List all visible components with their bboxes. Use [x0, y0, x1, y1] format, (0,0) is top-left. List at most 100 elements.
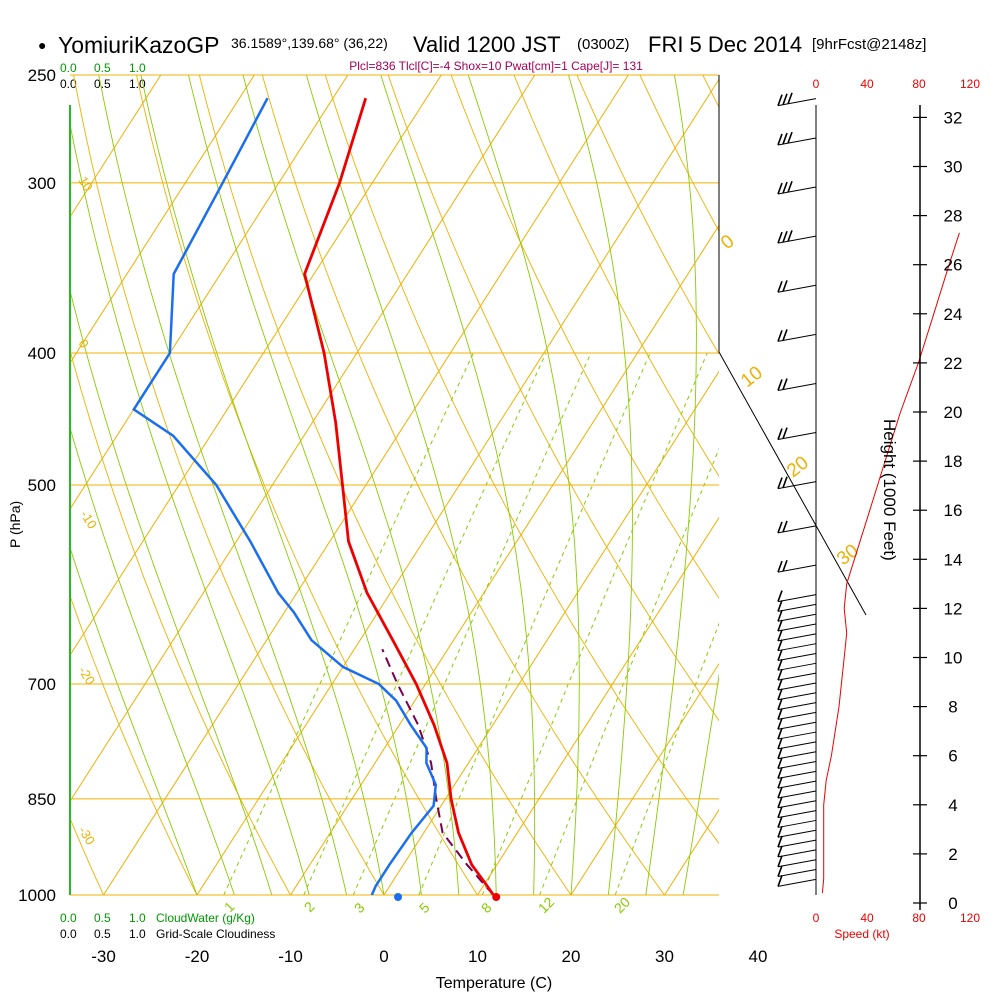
bottom-cl-0: 0.0 [60, 927, 77, 941]
moist-adiabat-label: 30 [833, 540, 863, 570]
dry-adiabat-line [639, 75, 719, 233]
moist-adiabat-line [188, 75, 422, 895]
plot-boundary [718, 75, 867, 616]
pressure-tick-label: 500 [28, 476, 56, 495]
height-tick-label: 18 [944, 452, 963, 471]
moist-adiabat-line [682, 672, 719, 895]
moist-adiabat-line [380, 75, 536, 895]
isotherm-line [852, 75, 1000, 895]
wind-barb [777, 757, 817, 770]
station-location: 36.1589°,139.68° (36,22) [231, 35, 388, 51]
wind-barb [777, 806, 817, 819]
bottom-ws-label: Speed (kt) [834, 927, 889, 941]
wind-barb [777, 688, 817, 701]
height-tick-label: 20 [944, 403, 963, 422]
wind-barb [777, 559, 817, 573]
pressure-tick-label: 400 [28, 344, 56, 363]
mixing-ratio-label: 12 [535, 894, 557, 916]
height-tick-label: 32 [944, 108, 963, 127]
height-tick-label: 0 [948, 894, 957, 913]
moist-adiabat-line [305, 75, 497, 895]
mixing-ratio-label: 8 [478, 899, 495, 916]
top-cloudiness-scale: 0.0 0.5 1.0 [60, 77, 146, 91]
bottom-ws-2: 80 [912, 911, 926, 925]
dry-adiabat-line [513, 75, 719, 478]
wind-barb [777, 659, 817, 671]
moist-adiabat-label: 10 [737, 362, 767, 392]
wind-barb [777, 649, 817, 661]
top-cw-1: 0.5 [94, 61, 111, 75]
pressure-tick-label: 700 [28, 675, 56, 694]
temperature-tick-label: 20 [562, 947, 581, 966]
height-tick-label: 28 [944, 207, 963, 226]
temperature-tick-label: 30 [655, 947, 674, 966]
top-ws-0: 0 [813, 77, 820, 91]
bottom-cloud-water-scale: 0.0 0.5 1.0 CloudWater (g/Kg) [60, 911, 255, 925]
top-ws-3: 120 [960, 77, 980, 91]
dewpoint-profile-line [132, 97, 438, 895]
bottom-cloudiness-scale: 0.0 0.5 1.0 Grid-Scale Cloudiness [60, 927, 275, 941]
pressure-tick-label: 1000 [18, 886, 56, 905]
wind-barb [777, 92, 817, 107]
wind-barb [777, 865, 817, 878]
valid-utc: (0300Z) [577, 36, 630, 53]
dry-adiabat-line [815, 51, 1000, 924]
bottom-wind-speed-scale: 0 40 80 120 Speed (kt) [813, 911, 981, 941]
bottom-ws-1: 40 [860, 911, 874, 925]
dry-adiabat-line [324, 75, 719, 845]
wind-barb [777, 131, 817, 146]
bottom-cl-2: 1.0 [129, 927, 146, 941]
wind-barb [777, 280, 817, 293]
parcel-path-line [381, 648, 495, 895]
wind-barb [777, 786, 817, 799]
height-tick-label: 4 [948, 796, 957, 815]
thermo-grid [70, 51, 1000, 924]
wind-barb [777, 378, 817, 391]
isotherm-label: -30 [75, 824, 98, 848]
bottom-cw-2: 1.0 [129, 911, 146, 925]
surface-dewpoint-marker [394, 893, 403, 901]
dry-adiabat-line [73, 75, 385, 895]
wind-barbs [777, 92, 817, 887]
height-axis-label: Height (1000 Feet) [880, 419, 899, 561]
mixing-ratio-line [418, 352, 651, 895]
wind-barb [777, 476, 817, 490]
dry-adiabat-line [70, 594, 198, 895]
wind-barb [777, 727, 817, 740]
dry-adiabat-line [940, 51, 1000, 924]
header-bullet: ● [38, 37, 46, 53]
moist-adiabat-line [721, 75, 859, 895]
bottom-cw-label: CloudWater (g/Kg) [156, 911, 255, 925]
mixing-ratio-line [352, 352, 592, 895]
pressure-axis: 250 300 400 500 700 850 1000 [18, 66, 56, 905]
moist-adiabat-label: 20 [783, 452, 813, 482]
profiles [132, 97, 495, 895]
moist-adiabat-line [70, 122, 310, 895]
valid-time: Valid 1200 JST [413, 32, 561, 57]
moist-adiabat-line [70, 546, 198, 895]
wind-barb [777, 629, 817, 642]
wind-barb [777, 678, 817, 691]
mixing-ratio-line [481, 352, 708, 895]
moist-adiabat-line [645, 75, 697, 895]
wind-barb [777, 717, 817, 730]
station-name: YomiuriKazoGP [58, 32, 220, 58]
pressure-axis-label: P (hPa) [7, 501, 23, 548]
pressure-tick-label: 250 [28, 66, 56, 85]
height-tick-label: 24 [944, 305, 963, 324]
height-tick-label: 14 [944, 550, 963, 569]
wind-barb [777, 776, 817, 789]
height-tick-label: 12 [944, 599, 963, 618]
wind-barb [777, 875, 817, 887]
isotherm-label: 10 [75, 174, 95, 194]
height-tick-label: 6 [948, 747, 957, 766]
moist-adiabat-line [242, 75, 460, 895]
forecast-label: [9hrFcst@2148z] [812, 36, 926, 53]
height-tick-label: 8 [948, 698, 957, 717]
temperature-tick-label: 10 [468, 947, 487, 966]
mixing-ratio-line [303, 352, 547, 895]
temperature-tick-label: -10 [278, 947, 303, 966]
dry-adiabat-line [261, 75, 666, 895]
wind-barb [777, 590, 817, 603]
bottom-cw-1: 0.5 [94, 911, 111, 925]
